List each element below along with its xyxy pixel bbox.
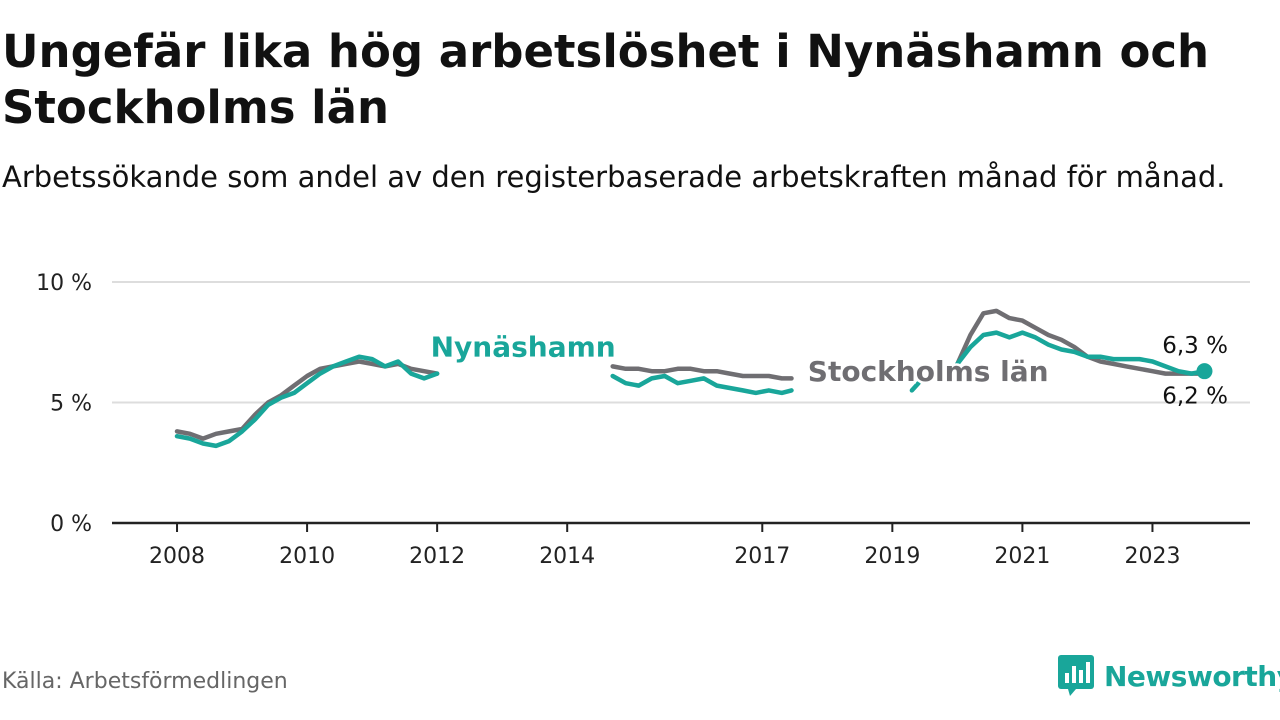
gridlines — [112, 281, 1250, 404]
series-label-nynashamn: Nynäshamn — [431, 331, 616, 364]
axes: 0 % 5 % 10 % 2008 2010 2012 2014 2017 2019 2021 20… — [36, 271, 1250, 569]
series-line-stockholm — [174, 359, 440, 441]
series-line-nynashamn — [955, 330, 1207, 376]
series-line-stockholm — [610, 364, 794, 381]
series-line-nynashamn — [610, 373, 794, 396]
end-value-label-stockholm: 6,2 % — [1162, 384, 1228, 410]
x-tick-label: 2014 — [539, 544, 595, 569]
series-line-nynashamn — [174, 354, 440, 449]
y-tick-label: 0 % — [50, 512, 92, 537]
brand-name: Newsworthy — [1104, 659, 1280, 693]
y-tick-label: 10 % — [36, 271, 92, 296]
chart-title: Ungefär lika hög arbetslöshet i Nynäsham… — [2, 25, 1210, 134]
end-point-nynashamn — [1196, 363, 1213, 380]
newsworthy-logo-icon — [1058, 655, 1094, 696]
y-tick-label: 5 % — [50, 392, 92, 417]
labels: Stockholms län Nynäshamn 6,3 % 6,2 % — [428, 328, 1228, 410]
x-tick-label: 2021 — [994, 544, 1050, 569]
x-tick-label: 2008 — [149, 544, 205, 569]
x-tick-label: 2023 — [1124, 544, 1180, 569]
x-tick-label: 2019 — [864, 544, 920, 569]
series-lines — [174, 308, 1213, 449]
chart-subtitle: Arbetssökande som andel av den registerb… — [2, 160, 1226, 194]
x-tick-label: 2012 — [409, 544, 465, 569]
series-line-nynashamn — [909, 380, 921, 393]
x-tick-label: 2010 — [279, 544, 335, 569]
brand-logo[interactable]: Newsworthy — [1058, 654, 1280, 698]
end-value-label-nynashamn: 6,3 % — [1162, 333, 1228, 359]
source-note: Källa: Arbetsförmedlingen — [2, 669, 288, 694]
x-tick-label: 2017 — [734, 544, 790, 569]
series-line-stockholm — [955, 308, 1207, 376]
series-label-stockholm: Stockholms län — [808, 355, 1049, 388]
